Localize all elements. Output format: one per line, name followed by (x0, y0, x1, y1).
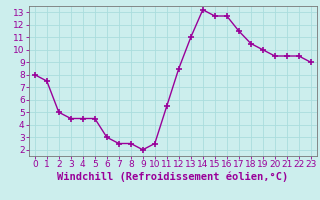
X-axis label: Windchill (Refroidissement éolien,°C): Windchill (Refroidissement éolien,°C) (57, 172, 288, 182)
